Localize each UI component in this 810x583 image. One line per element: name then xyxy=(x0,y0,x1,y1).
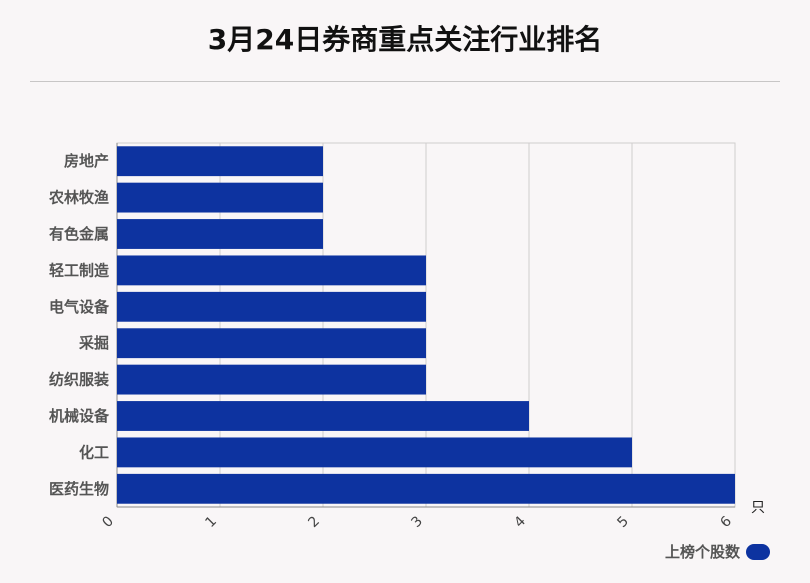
bar xyxy=(117,473,735,504)
category-label: 房地产 xyxy=(64,152,109,170)
category-label: 医药生物 xyxy=(49,480,109,498)
bar xyxy=(117,364,426,395)
bar xyxy=(117,219,323,249)
bar xyxy=(117,437,632,468)
category-label: 采掘 xyxy=(78,334,109,352)
category-label: 有色金属 xyxy=(49,225,109,243)
category-label: 农林牧渔 xyxy=(48,189,109,207)
bar xyxy=(117,328,426,359)
legend: 上榜个股数 xyxy=(665,541,770,562)
legend-label: 上榜个股数 xyxy=(664,543,740,561)
category-label: 电气设备 xyxy=(49,298,110,316)
legend-swatch xyxy=(746,543,770,560)
x-tick-label: 4 xyxy=(511,513,529,531)
category-label: 机械设备 xyxy=(49,407,110,425)
x-tick-label: 5 xyxy=(614,513,632,531)
title-divider xyxy=(30,81,780,82)
bar xyxy=(117,182,323,213)
bar xyxy=(117,255,426,286)
chart-title: 3月24日券商重点关注行业排名 xyxy=(207,23,603,56)
x-tick-label: 2 xyxy=(305,513,323,531)
x-tick-label: 0 xyxy=(99,513,117,531)
category-label: 纺织服装 xyxy=(49,371,110,389)
x-tick-label: 6 xyxy=(717,513,735,531)
x-tick-label: 1 xyxy=(202,513,220,531)
bar xyxy=(117,401,529,431)
x-unit-label: 只 xyxy=(751,500,765,516)
category-label: 轻工制造 xyxy=(49,261,109,279)
category-label: 化工 xyxy=(79,443,109,461)
x-tick-label: 3 xyxy=(408,513,426,531)
bar xyxy=(117,146,323,177)
bar xyxy=(117,291,426,322)
